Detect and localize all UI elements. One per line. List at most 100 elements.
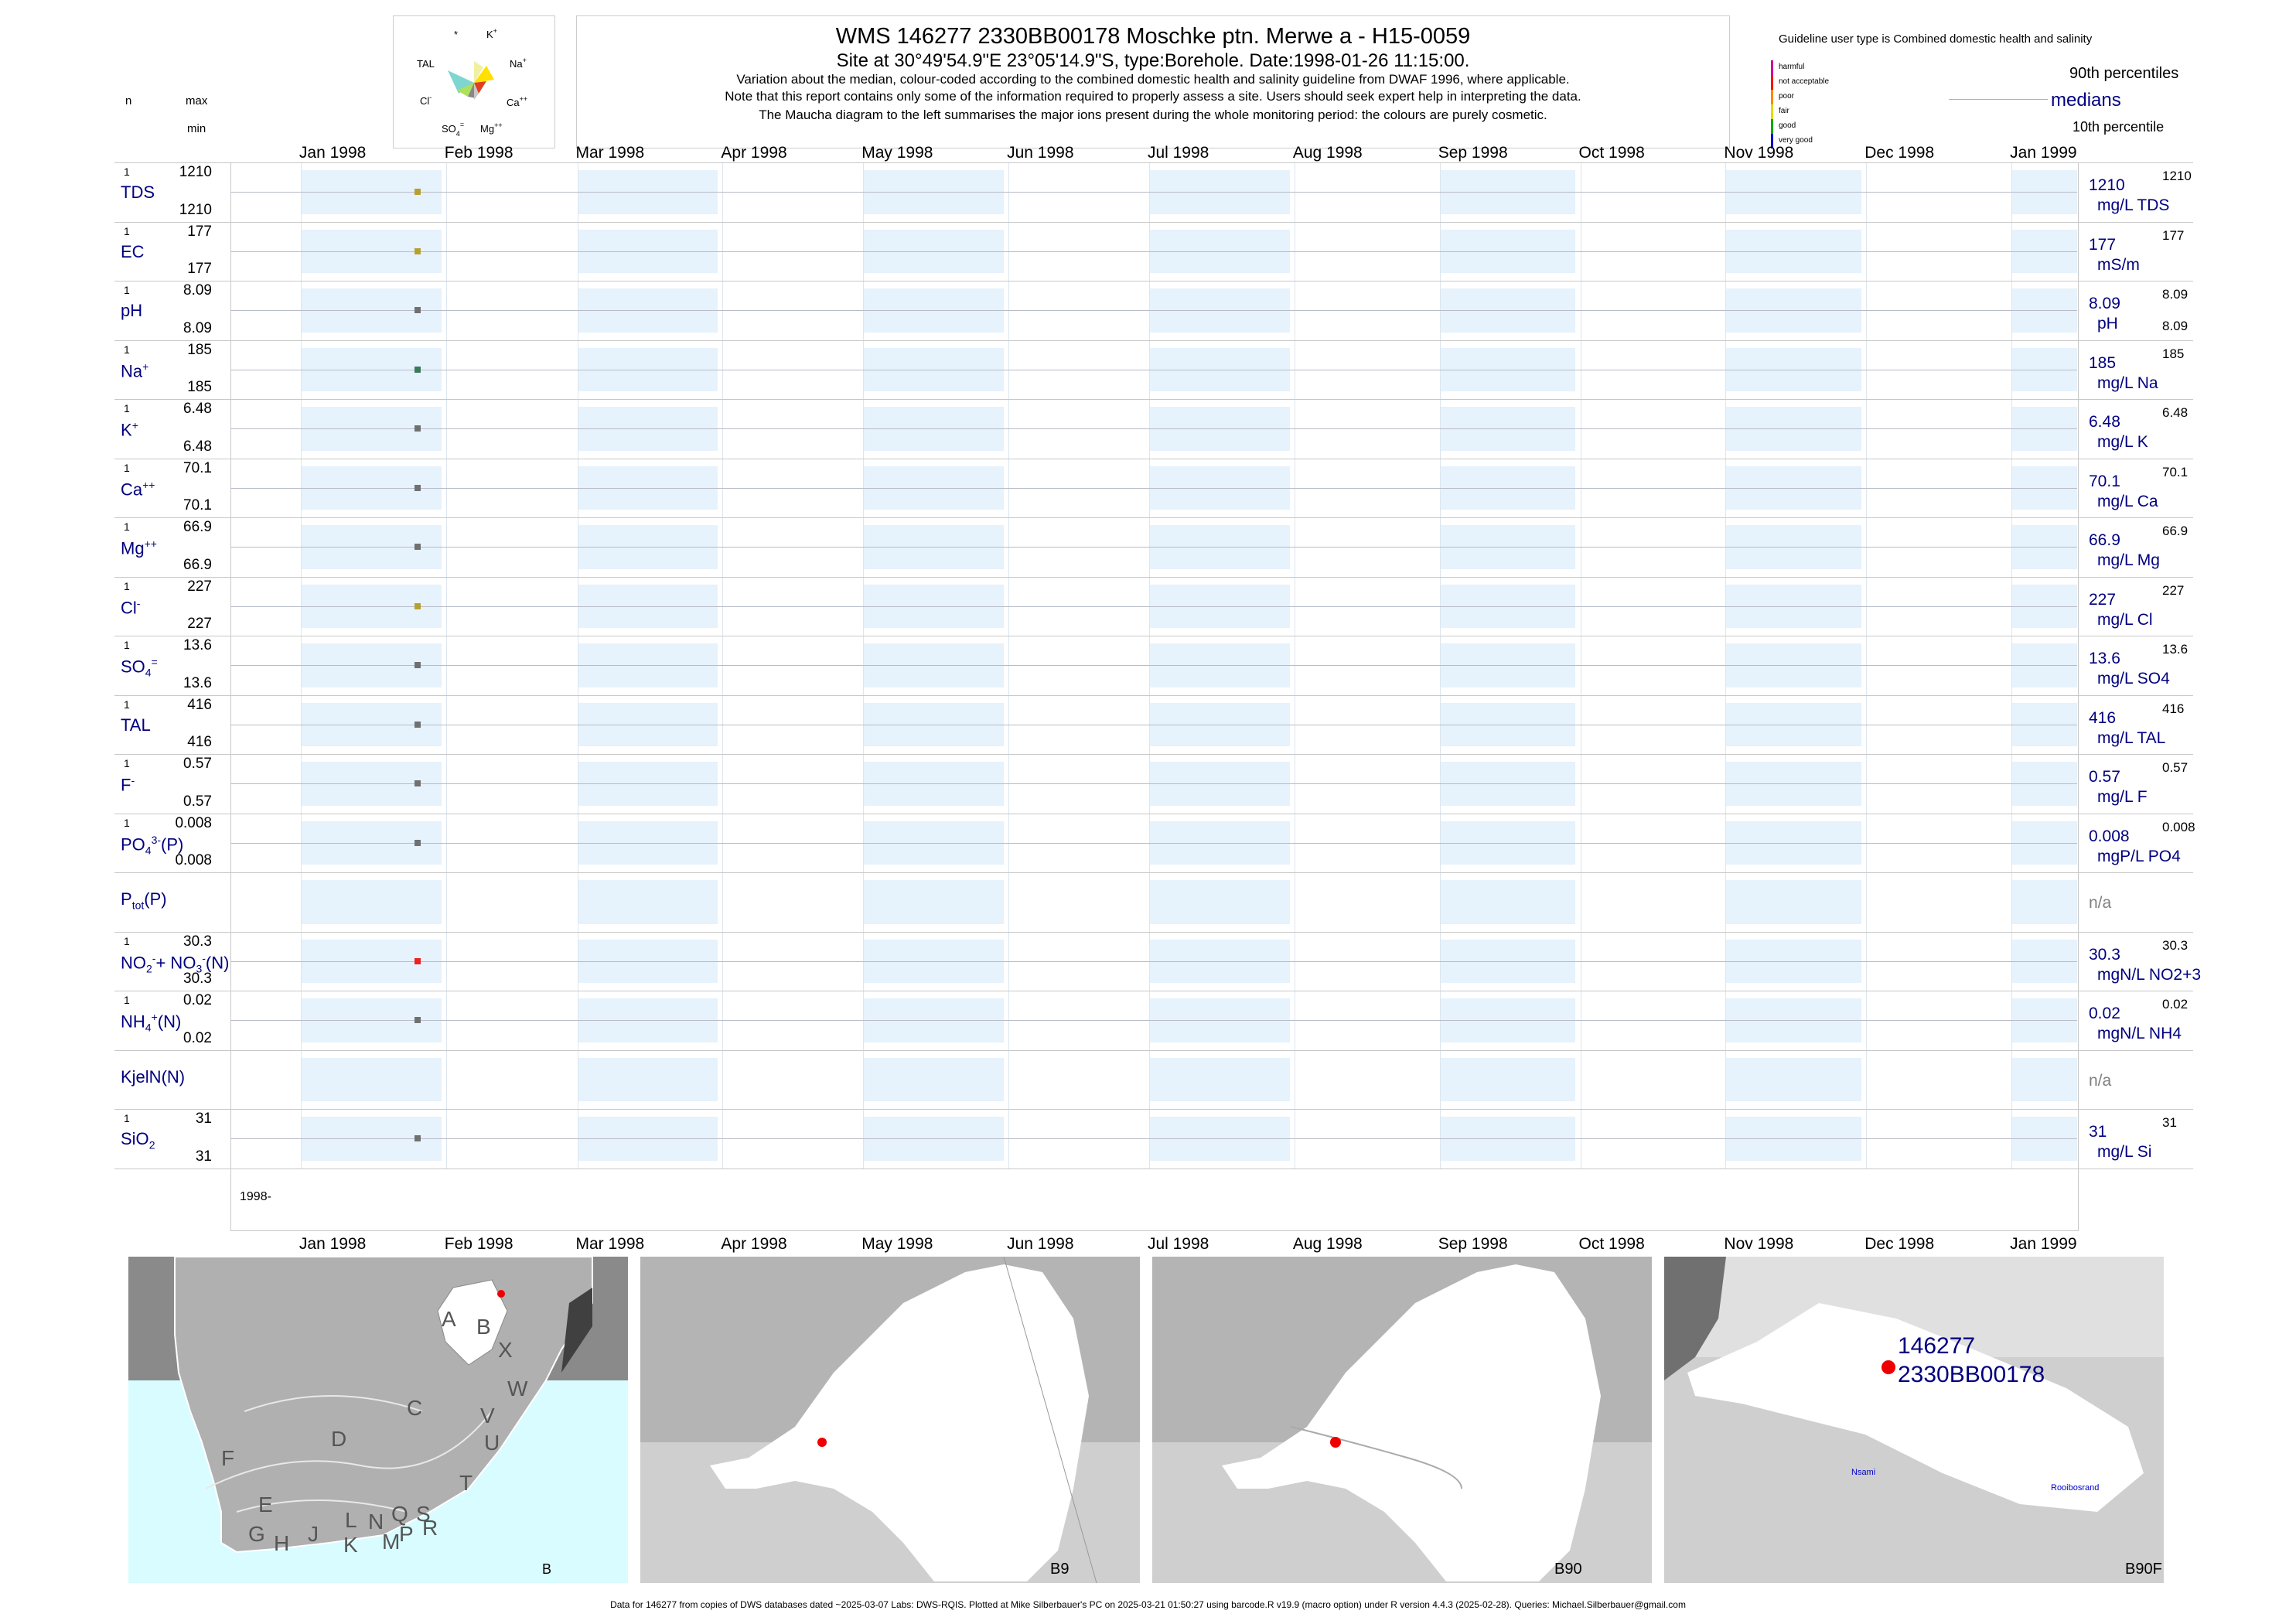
sample-point (415, 957, 421, 964)
month-label-top: Sep 1998 (1438, 144, 1508, 162)
panel-label-part: K (121, 420, 132, 440)
map3-site-marker (1330, 1437, 1341, 1448)
month-label-bottom: Feb 1998 (444, 1234, 513, 1253)
panel-max: 185 (187, 341, 212, 358)
month-label-top: Jul 1998 (1147, 144, 1209, 162)
panel-unit: mg/L SO4 (2097, 670, 2170, 687)
panel-median-value: 177 (2089, 235, 2117, 254)
sample-point (415, 602, 421, 609)
svg-text:E: E (258, 1493, 273, 1517)
legend-class-label: poor (1779, 92, 1795, 101)
panel-min: 13.6 (183, 674, 212, 691)
panel-n: 1 (124, 816, 130, 829)
month-label-bottom: Aug 1998 (1292, 1234, 1363, 1253)
legend-medians: medians (2051, 90, 2121, 111)
sample-point (415, 780, 421, 787)
panel-median-value: 31 (2089, 1123, 2107, 1141)
svg-text:Q: Q (391, 1502, 408, 1526)
median-line (230, 428, 2077, 430)
month-band (300, 1057, 442, 1101)
legend-class-label: good (1779, 121, 1796, 130)
panel-label-part: + (131, 419, 138, 432)
panel-parameter-label: K+ (121, 419, 138, 440)
footer-note: Data for 146277 from copies of DWS datab… (610, 1599, 1686, 1610)
svg-text:SO4=: SO4= (442, 121, 464, 138)
month-label-top: Feb 1998 (444, 144, 513, 162)
month-band (1725, 880, 1862, 924)
legend-class-0: harmful (1771, 60, 1926, 75)
panel-n: 1 (124, 579, 130, 592)
legend-class-swatch (1771, 119, 1773, 134)
median-line (230, 606, 2077, 607)
panel-separator (114, 399, 2193, 400)
panel-unit: mgP/L PO4 (2097, 847, 2181, 865)
page-title: WMS 146277 2330BB00178 Moschke ptn. Merw… (835, 24, 1471, 49)
panel-median-value: 6.48 (2089, 413, 2120, 431)
panel-parameter-label: pH (121, 301, 142, 321)
panel-unit: mg/L TAL (2097, 728, 2166, 747)
panel-label-part: - (152, 951, 156, 964)
svg-text:K: K (343, 1533, 358, 1557)
panel-parameter-label: KjelN(N) (121, 1067, 185, 1087)
panel-n: 1 (124, 639, 130, 651)
panel-max: 13.6 (183, 637, 212, 653)
panel-label-part: pH (121, 301, 143, 320)
panel-max: 30.3 (183, 933, 212, 950)
month-band (1725, 1057, 1862, 1101)
header-n: n (125, 94, 132, 107)
panel-separator (114, 694, 2193, 696)
month-band (1439, 880, 1576, 924)
panel-unit: mgN/L NH4 (2097, 1025, 2182, 1042)
maucha-ca: Ca (507, 97, 520, 108)
median-line (230, 310, 2077, 312)
map-b90-svg: B90 (1152, 1264, 1652, 1583)
median-line (230, 1138, 2077, 1140)
sample-point (415, 721, 421, 728)
panel-n: 1 (124, 343, 130, 356)
legend-classes: harmful not acceptable poor fair good very go… (1771, 60, 1864, 148)
panel-separator (114, 339, 2193, 341)
panel-unit: mS/m (2097, 255, 2140, 274)
panel-parameter-label: Cl- (121, 597, 140, 618)
svg-text:X: X (498, 1338, 513, 1362)
title-box: WMS 146277 2330BB00178 Moschke ptn. Merw… (576, 15, 1730, 148)
panel-label-part: 3- (151, 833, 162, 846)
panel-min: 227 (187, 616, 212, 632)
panel-p90: 0.008 (2162, 819, 2195, 834)
panel-max: 227 (187, 578, 212, 595)
panel-unit: pH (2097, 315, 2118, 333)
panel-p90: 70.1 (2162, 464, 2189, 479)
panel-separator (114, 1049, 2193, 1051)
panel-separator (114, 931, 2193, 933)
panel-p90: 1210 (2162, 169, 2192, 183)
month-label-top: Mar 1998 (575, 144, 645, 162)
legend-class-swatch (1771, 134, 1773, 148)
month-label-bottom: Jun 1998 (1007, 1234, 1074, 1253)
legend-p90: 90th percentiles (2069, 65, 2179, 82)
note-1: Variation about the median, colour-coded… (736, 72, 1570, 87)
panel-label-part: ++ (144, 537, 157, 550)
legend-class-label: very good (1779, 136, 1813, 145)
month-band (577, 1057, 718, 1101)
panel-p90: 0.02 (2162, 997, 2189, 1012)
maucha-tal: TAL (417, 58, 435, 70)
panel-parameter-label: Ptot(P) (121, 889, 167, 911)
panel-label-part: 4 (145, 666, 152, 679)
median-line (230, 665, 2077, 667)
month-label-bottom: Dec 1998 (1864, 1234, 1935, 1253)
month-label-bottom: Apr 1998 (721, 1234, 787, 1253)
panel-separator (114, 754, 2193, 755)
legend-class-label: harmful (1779, 63, 1805, 71)
panel-unit: mg/L TDS (2097, 196, 2170, 214)
svg-text:G: G (248, 1522, 265, 1546)
panel-p90: 177 (2162, 227, 2185, 243)
header-max: max (186, 94, 208, 107)
panel-min: 6.48 (183, 438, 212, 455)
panel-parameter-label: TDS (121, 183, 155, 203)
panel-p90: 8.09 (2162, 287, 2189, 302)
maucha-ca-segment (474, 81, 486, 94)
panel-label-part: NH (121, 1012, 145, 1032)
maucha-tal-segment (448, 70, 474, 94)
panel-min: 1210 (179, 201, 212, 218)
svg-text:F: F (221, 1446, 234, 1470)
